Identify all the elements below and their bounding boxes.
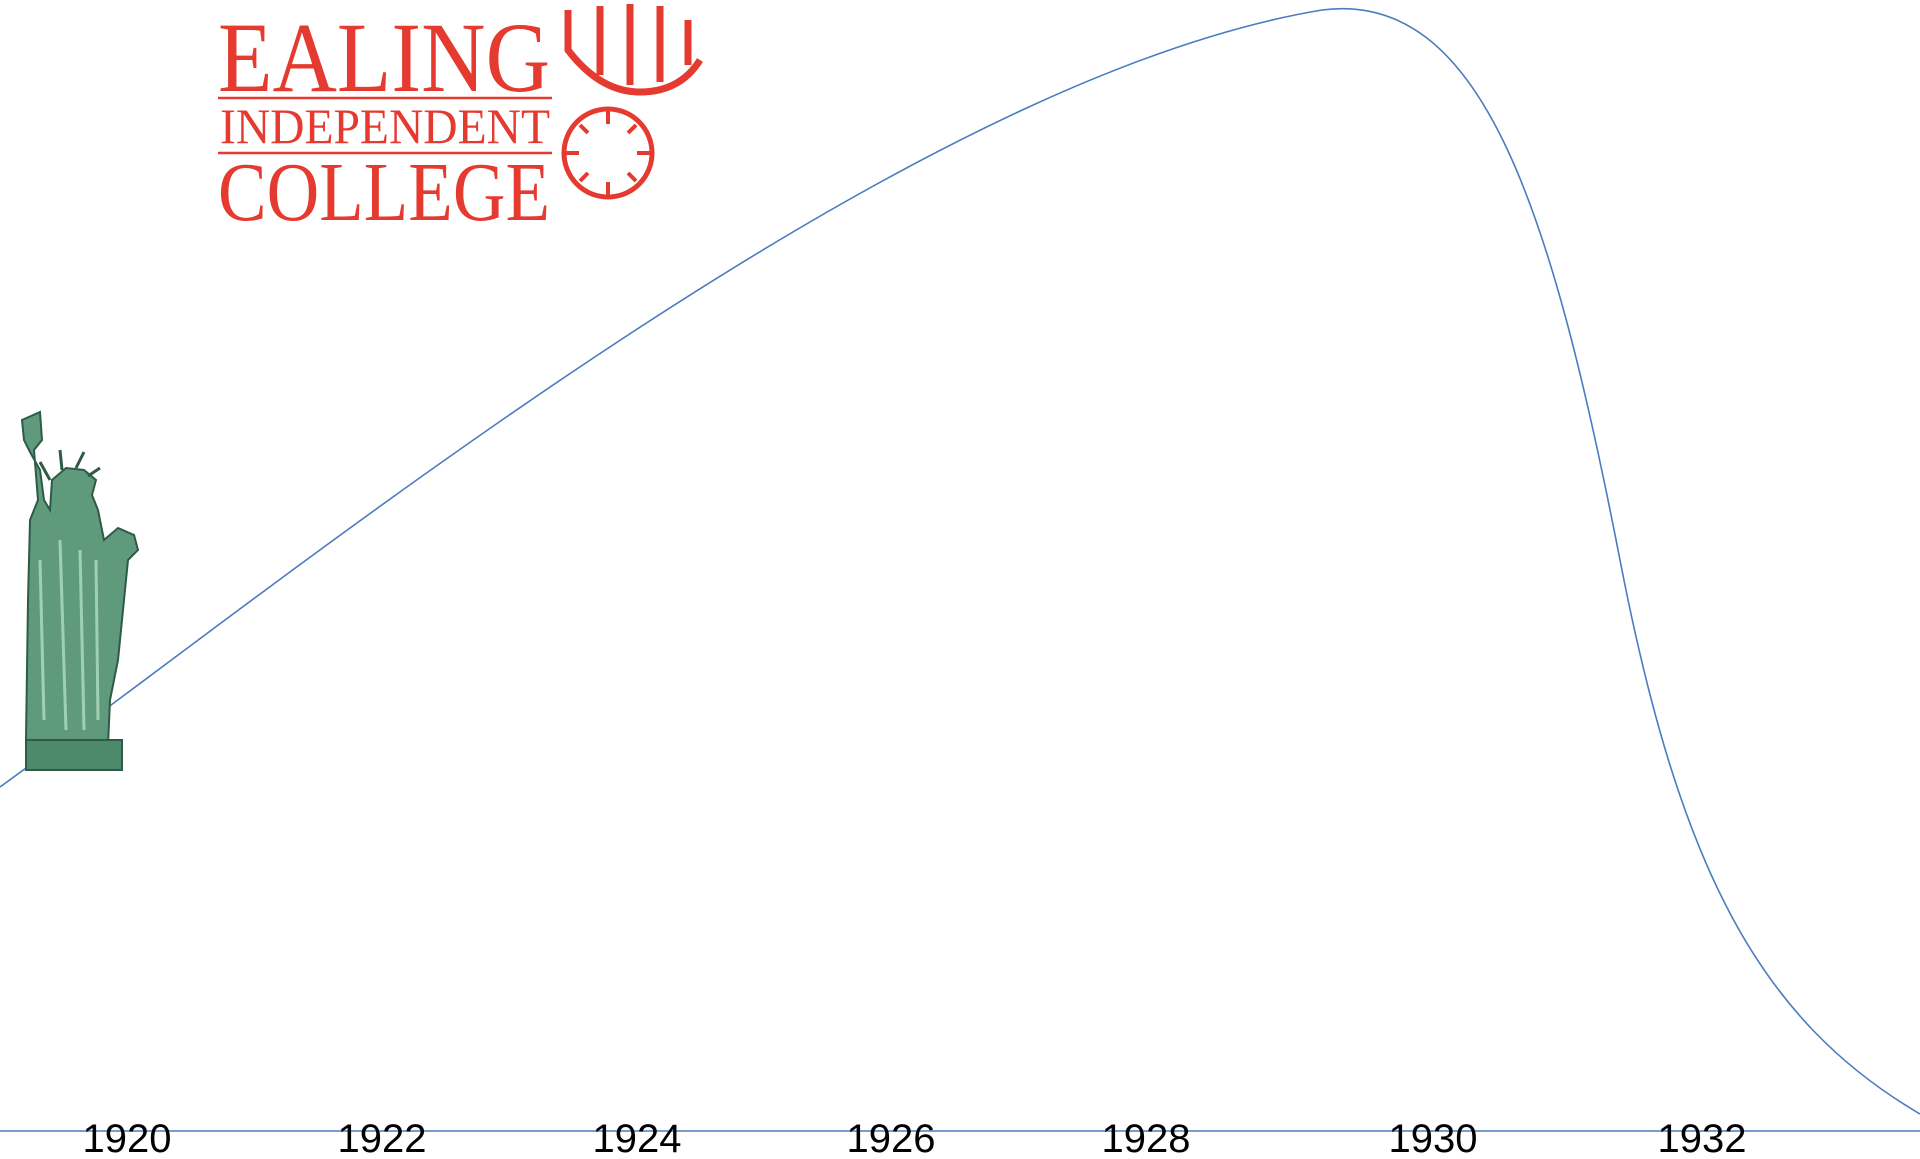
trend-curve <box>0 7 1920 1115</box>
logo-line1: EALING <box>218 2 550 113</box>
year-label: 1930 <box>1389 1117 1478 1159</box>
year-label: 1922 <box>338 1117 427 1159</box>
logo-emblem <box>596 4 692 85</box>
logo-line3: COLLEGE <box>218 146 550 239</box>
logo-emblem <box>564 10 703 96</box>
year-label: 1928 <box>1102 1117 1191 1159</box>
year-label: 1932 <box>1658 1117 1747 1159</box>
year-label: 1926 <box>847 1117 936 1159</box>
logo: EALING INDEPENDENT COLLEGE <box>218 2 703 239</box>
year-labels: 1920 1922 1924 1926 1928 1930 1932 <box>83 1117 1747 1159</box>
year-label: 1924 <box>593 1117 682 1159</box>
logo-emblem <box>564 109 652 197</box>
statue-illustration <box>20 410 140 771</box>
logo-line2: INDEPENDENT <box>220 98 550 154</box>
year-label: 1920 <box>83 1117 172 1159</box>
